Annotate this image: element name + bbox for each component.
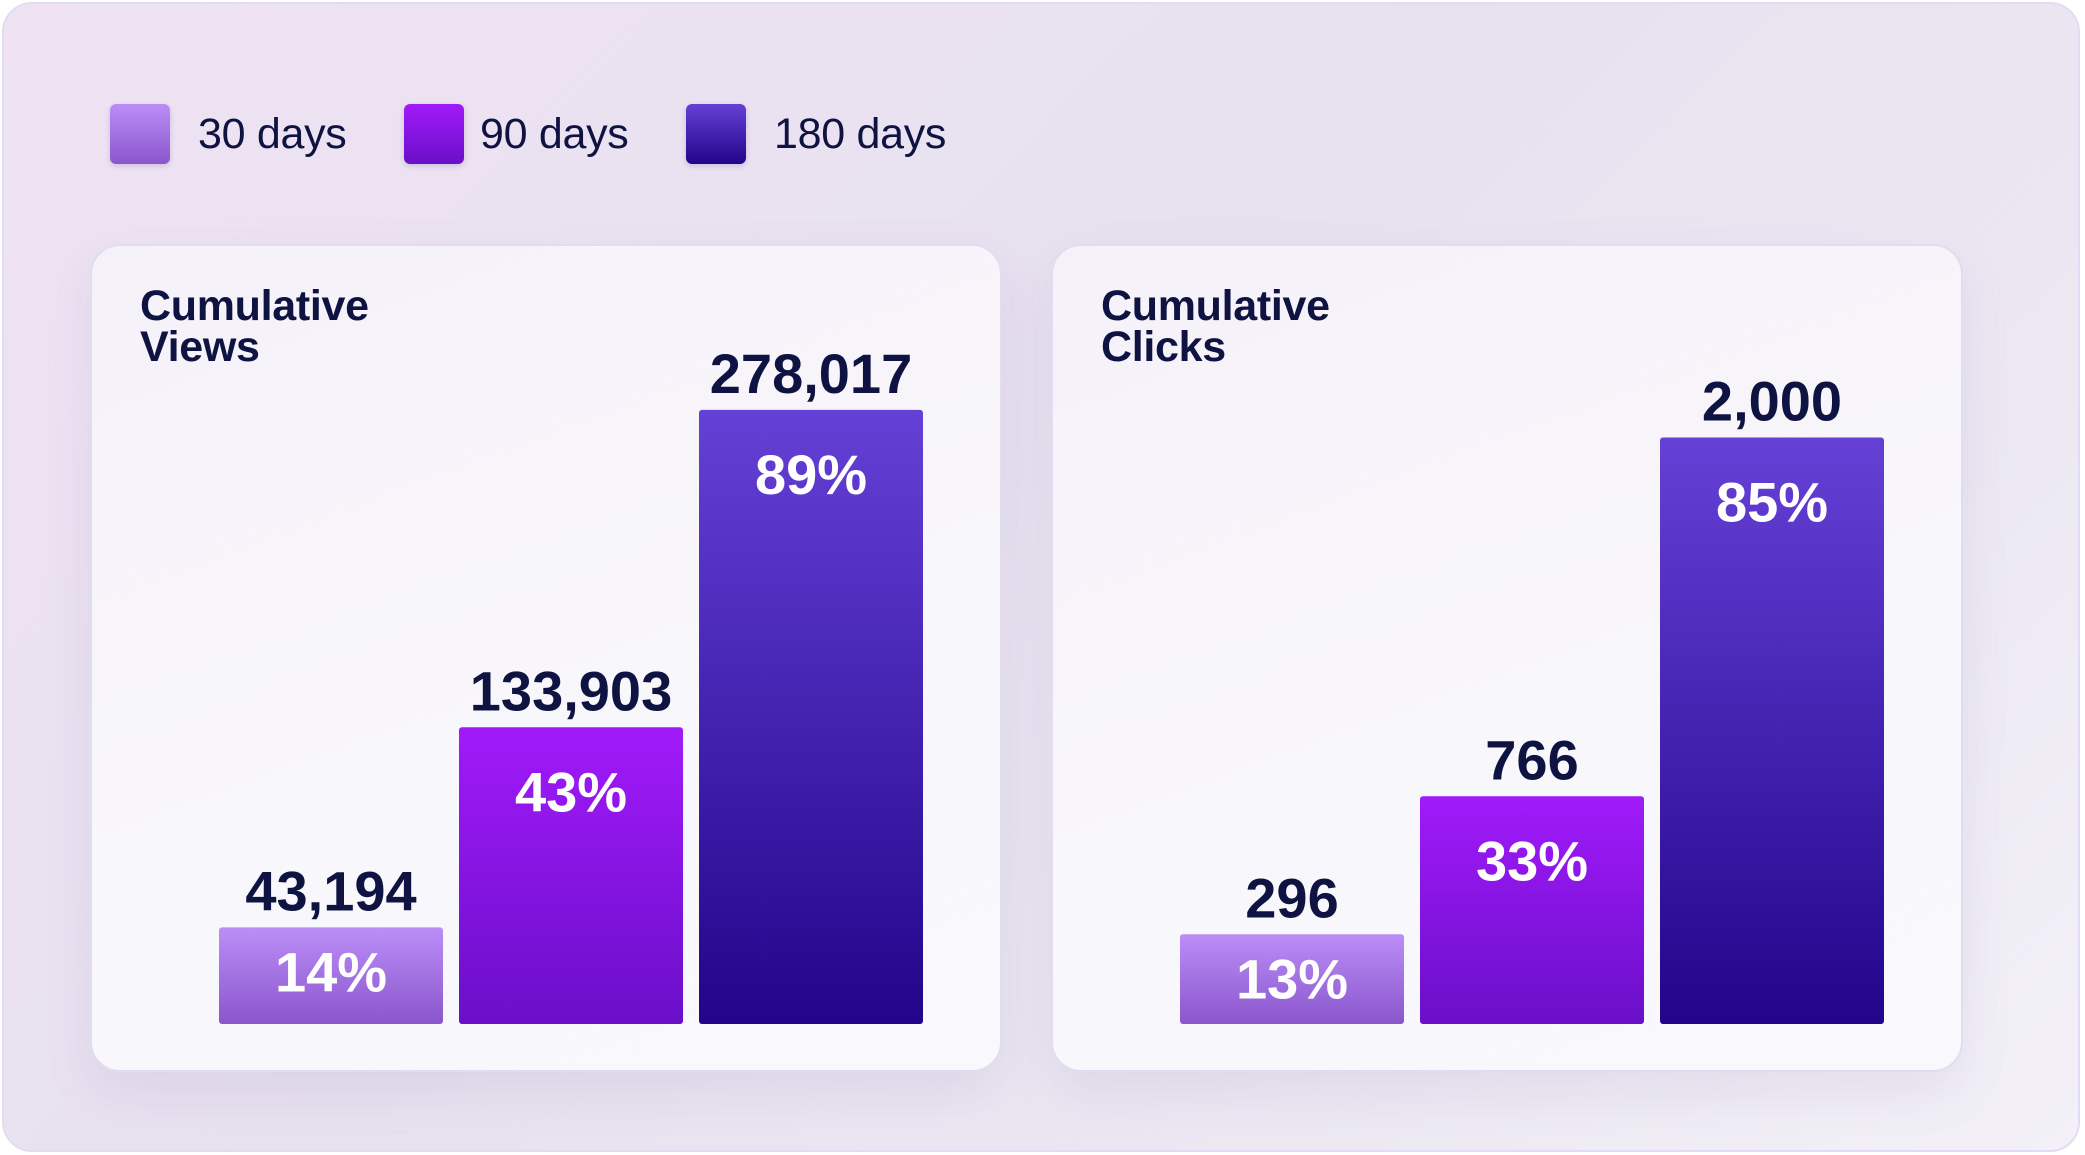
clicks-percent-label-180-days: 85% (1716, 471, 1828, 534)
legend-label-30-days: 30 days (198, 110, 347, 158)
views-value-label-90-days: 133,903 (470, 659, 672, 722)
views-bar-chart: 14% 43,194 43% 133,903 89% 278,017 (219, 342, 923, 1024)
panel-title-views: Cumulative Views (140, 282, 369, 371)
clicks-percent-label-30-days: 13% (1236, 947, 1348, 1010)
clicks-value-label-30-days: 296 (1245, 866, 1338, 929)
views-bar-90-days (459, 727, 683, 1024)
clicks-value-label-90-days: 766 (1485, 728, 1578, 791)
legend-swatch-180-days (686, 104, 746, 164)
clicks-value-label-180-days: 2,000 (1702, 370, 1842, 433)
panel-cumulative-views: Cumulative Views 14% 43,194 43% 133,903 89% 2… (90, 244, 1002, 1072)
views-percent-label-90-days: 43% (515, 760, 627, 823)
views-bar-180-days (699, 409, 923, 1024)
clicks-bar-180-days (1660, 437, 1884, 1024)
clicks-bar-chart: 13% 296 33% 766 85% 2,000 (1180, 370, 1884, 1024)
views-bar-30-days (219, 927, 443, 1024)
legend-swatch-30-days (110, 104, 170, 164)
views-percent-label-180-days: 89% (755, 443, 867, 506)
views-value-label-30-days: 43,194 (245, 859, 416, 922)
clicks-percent-label-90-days: 33% (1476, 829, 1588, 892)
clicks-bar-30-days (1180, 934, 1404, 1024)
clicks-bar-90-days (1420, 796, 1644, 1024)
panel-title-clicks: Cumulative Clicks (1101, 282, 1330, 371)
legend-swatch-90-days (404, 104, 464, 164)
views-percent-label-30-days: 14% (275, 940, 387, 1003)
legend-label-90-days: 90 days (480, 110, 629, 158)
views-value-label-180-days: 278,017 (710, 342, 912, 405)
panel-cumulative-clicks: Cumulative Clicks 13% 296 33% 766 85% 2,000 (1051, 244, 1963, 1072)
legend-label-180-days: 180 days (774, 110, 947, 158)
